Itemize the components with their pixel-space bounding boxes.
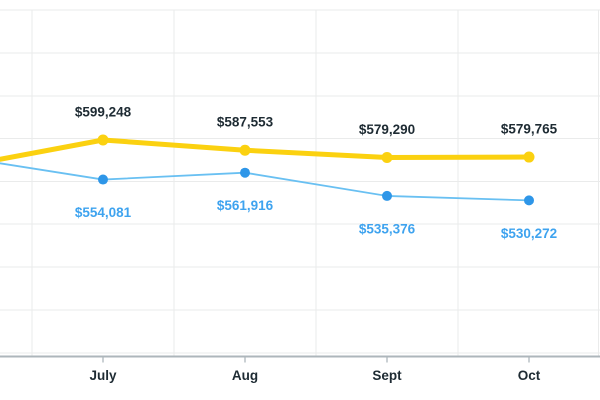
x-axis-label-oct: Oct xyxy=(518,368,541,383)
gridlines xyxy=(0,9,600,357)
blue-series-value-label-oct: $530,272 xyxy=(501,226,557,241)
x-axis-labels: July Aug Sept Oct xyxy=(89,368,540,383)
yellow-series-line xyxy=(0,137,532,162)
yellow-series-point-july[interactable] xyxy=(97,134,109,146)
x-axis-label-aug: Aug xyxy=(232,368,258,383)
blue-series-point-july[interactable] xyxy=(98,174,108,185)
x-axis-label-sept: Sept xyxy=(372,368,402,383)
yellow-series-value-label-aug: $587,553 xyxy=(217,115,274,130)
blue-series-value-label-sept: $535,376 xyxy=(359,221,416,236)
yellow-series-point-sept[interactable] xyxy=(381,151,393,163)
yellow-series-value-label-oct: $579,765 xyxy=(501,122,558,137)
blue-series-value-label-july: $554,081 xyxy=(75,205,132,220)
blue-series-point-aug[interactable] xyxy=(240,167,250,178)
blue-series-markers xyxy=(98,167,534,206)
x-axis-label-july: July xyxy=(89,368,117,383)
yellow-series-point-oct[interactable] xyxy=(523,151,535,163)
yellow-series-value-label-july: $599,248 xyxy=(75,105,132,120)
yellow-series-value-labels: $599,248 $587,553 $579,290 $579,765 xyxy=(75,105,558,137)
yellow-series-point-aug[interactable] xyxy=(239,144,251,156)
blue-series-value-labels: $554,081 $561,916 $535,376 $530,272 xyxy=(75,198,557,241)
blue-series-point-sept[interactable] xyxy=(382,190,392,201)
yellow-series-markers xyxy=(97,134,535,163)
blue-series-value-label-aug: $561,916 xyxy=(217,198,274,213)
yellow-series-value-label-sept: $579,290 xyxy=(359,122,415,137)
blue-series-point-oct[interactable] xyxy=(524,195,534,206)
